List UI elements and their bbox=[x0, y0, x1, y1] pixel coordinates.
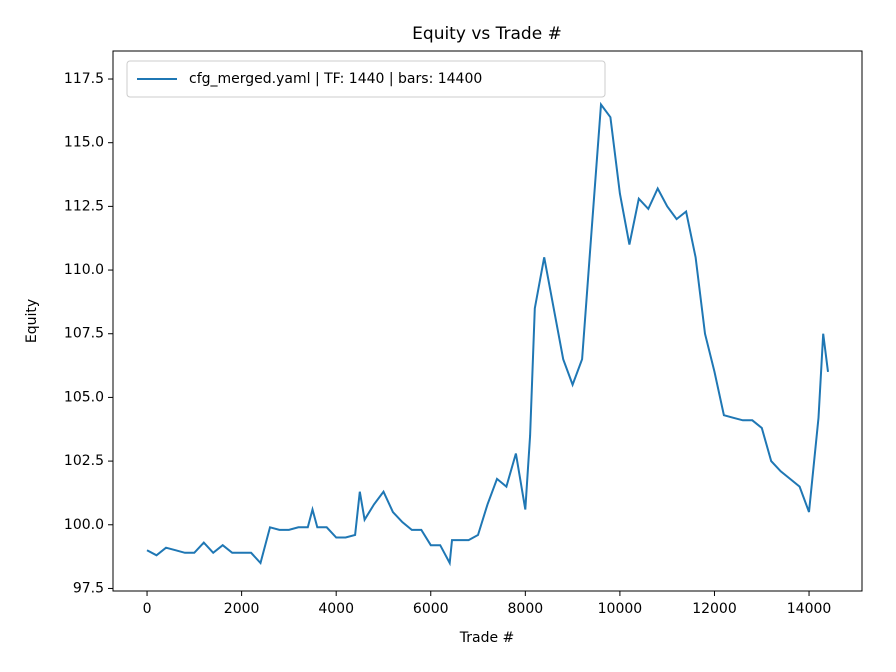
y-tick-label: 107.5 bbox=[64, 326, 104, 342]
x-tick-label: 12000 bbox=[692, 601, 737, 617]
axes-frame bbox=[112, 50, 863, 592]
y-axis-label: Equity bbox=[24, 299, 40, 343]
x-tick-label: 10000 bbox=[598, 601, 643, 617]
y-tick-label: 105.0 bbox=[64, 389, 104, 405]
x-tick-label: 8000 bbox=[508, 601, 544, 617]
chart-title: Equity vs Trade # bbox=[412, 24, 562, 44]
x-tick-label: 14000 bbox=[787, 601, 832, 617]
y-tick-label: 97.5 bbox=[73, 580, 104, 596]
legend-box bbox=[126, 60, 606, 98]
x-tick-label: 4000 bbox=[318, 601, 354, 617]
x-tick-label: 6000 bbox=[413, 601, 449, 617]
y-tick-label: 102.5 bbox=[64, 453, 104, 469]
x-tick-label: 0 bbox=[143, 601, 152, 617]
y-tick-label: 117.5 bbox=[64, 71, 104, 87]
x-axis-label: Trade # bbox=[459, 630, 515, 646]
y-tick-label: 110.0 bbox=[64, 262, 104, 278]
x-tick-label: 2000 bbox=[224, 601, 260, 617]
line bbox=[146, 101, 829, 567]
y-tick-label: 115.0 bbox=[64, 135, 104, 151]
y-tick-label: 100.0 bbox=[64, 517, 104, 533]
y-tick-label: 112.5 bbox=[64, 198, 104, 214]
legend-label: cfg_merged.yaml | TF: 1440 | bars: 14400 bbox=[189, 71, 482, 87]
